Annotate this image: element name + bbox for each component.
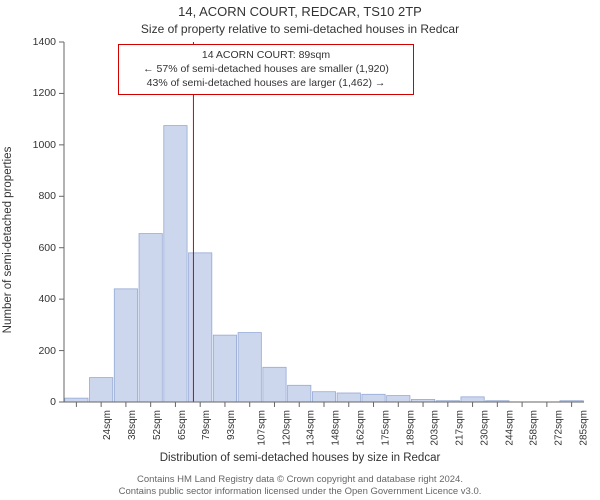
y-tick-label: 0 — [0, 396, 56, 408]
x-tick-label: 107sqm — [257, 410, 268, 446]
x-tick-label: 175sqm — [380, 410, 391, 446]
bar — [238, 333, 261, 402]
x-tick-label: 258sqm — [529, 410, 540, 446]
x-tick-label: 93sqm — [226, 410, 237, 440]
x-tick-label: 24sqm — [102, 410, 113, 440]
bar — [189, 253, 212, 402]
chart-title-sub: Size of property relative to semi-detach… — [0, 22, 600, 36]
x-tick-label: 244sqm — [504, 410, 515, 446]
bar — [139, 234, 162, 402]
bar — [90, 378, 113, 402]
x-tick-label: 148sqm — [331, 410, 342, 446]
annotation-line3: 43% of semi-detached houses are larger (… — [125, 76, 407, 90]
x-tick-label: 217sqm — [455, 410, 466, 446]
x-tick-label: 189sqm — [405, 410, 416, 446]
y-tick-label: 1000 — [0, 139, 56, 151]
annotation-line1: 14 ACORN COURT: 89sqm — [125, 48, 407, 62]
bar — [337, 393, 360, 402]
x-tick-label: 38sqm — [127, 410, 138, 440]
bar — [312, 392, 335, 402]
bar — [164, 126, 187, 402]
bar — [114, 289, 137, 402]
annotation-line2: ← 57% of semi-detached houses are smalle… — [125, 62, 407, 76]
y-tick-label: 600 — [0, 242, 56, 254]
x-tick-label: 52sqm — [152, 410, 163, 440]
footer-line2: Contains public sector information licen… — [0, 486, 600, 498]
chart-title-main: 14, ACORN COURT, REDCAR, TS10 2TP — [0, 4, 600, 19]
y-tick-label: 200 — [0, 345, 56, 357]
y-tick-label: 800 — [0, 190, 56, 202]
x-tick-label: 272sqm — [554, 410, 565, 446]
x-tick-label: 230sqm — [479, 410, 490, 446]
plot-area — [64, 42, 584, 402]
x-tick-label: 203sqm — [430, 410, 441, 446]
annotation-box: 14 ACORN COURT: 89sqm ← 57% of semi-deta… — [118, 44, 414, 95]
y-tick-label: 1200 — [0, 87, 56, 99]
x-tick-label: 162sqm — [356, 410, 367, 446]
footer-line1: Contains HM Land Registry data © Crown c… — [0, 474, 600, 486]
footer-attribution: Contains HM Land Registry data © Crown c… — [0, 474, 600, 498]
bar — [263, 367, 286, 402]
x-tick-label: 120sqm — [281, 410, 292, 446]
bar — [387, 396, 410, 402]
x-tick-label: 65sqm — [177, 410, 188, 440]
y-tick-label: 400 — [0, 293, 56, 305]
x-tick-label: 285sqm — [578, 410, 589, 446]
x-tick-label: 79sqm — [201, 410, 212, 440]
bar — [288, 385, 311, 402]
plot-svg — [64, 42, 584, 402]
chart-container: 14, ACORN COURT, REDCAR, TS10 2TP Size o… — [0, 0, 600, 500]
bar — [65, 398, 88, 402]
y-tick-label: 1400 — [0, 36, 56, 48]
x-tick-label: 134sqm — [306, 410, 317, 446]
bar — [461, 397, 484, 402]
bar — [362, 394, 385, 402]
bar — [213, 335, 236, 402]
x-axis-label: Distribution of semi-detached houses by … — [0, 452, 600, 464]
